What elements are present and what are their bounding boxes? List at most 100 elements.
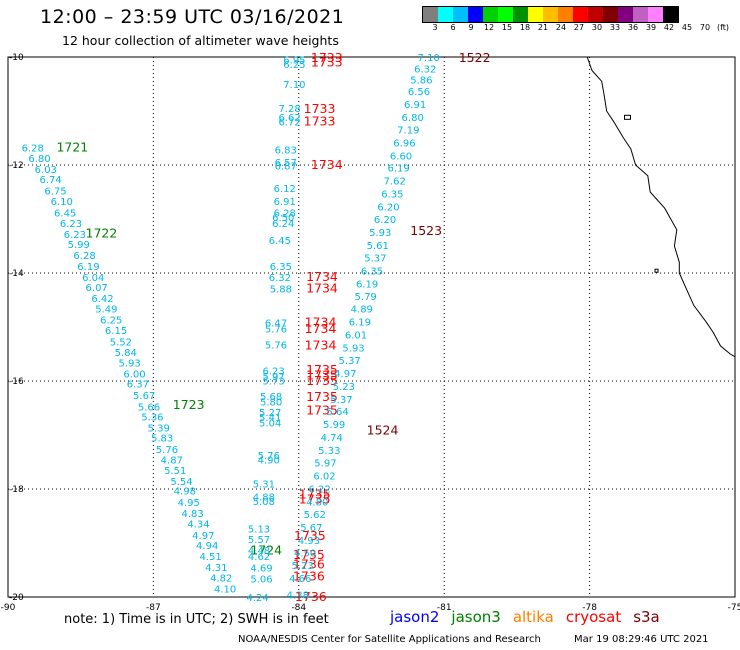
legend-label: (ft)	[716, 23, 730, 32]
pass-time-label: 1734	[311, 157, 343, 172]
wave-height-value: 7.28	[278, 104, 300, 115]
legend-label: 42	[663, 23, 675, 32]
wave-height-value: 6.25	[100, 315, 122, 326]
wave-height-value: 6.28	[22, 144, 44, 155]
wave-height-value: 5.36	[141, 413, 163, 424]
wave-height-value: 5.37	[339, 356, 361, 367]
legend-swatch	[603, 7, 618, 22]
wave-height-value: 5.51	[164, 466, 186, 477]
wave-height-value: 6.80	[28, 154, 50, 165]
wave-height-value: 6.91	[404, 100, 426, 111]
legend-label: 18	[519, 23, 531, 32]
color-scale-legend	[422, 6, 679, 23]
legend-label: 33	[609, 23, 621, 32]
pass-time-label: 1734	[305, 321, 337, 336]
pass-time-label: 1735	[299, 486, 331, 501]
wave-height-value: 5.86	[410, 76, 432, 87]
pass-time-label: 1733	[304, 114, 336, 129]
coastline	[586, 56, 736, 358]
wave-height-value: 5.68	[260, 392, 282, 403]
pass-time-label: 1733	[304, 101, 336, 116]
pass-time-label: 1734	[306, 281, 338, 296]
pass-time-label: 1735	[293, 547, 325, 562]
wave-height-value: 5.76	[258, 451, 280, 462]
wave-height-value: 6.91	[274, 197, 296, 208]
satellite-legend: jason2 jason3 altika cryosat s3a	[390, 608, 672, 626]
wave-height-value: 4.87	[161, 455, 183, 466]
y-tick-label: -20	[9, 593, 24, 603]
legend-swatch	[453, 7, 468, 22]
legend-swatch	[648, 7, 663, 22]
pass-time-label: 1735	[299, 492, 331, 507]
wave-height-value: 6.23	[60, 219, 82, 230]
legend-swatch	[483, 7, 498, 22]
pass-time-label: 1735	[306, 362, 338, 377]
wave-height-value: 6.07	[86, 283, 108, 294]
wave-height-value: 5.49	[95, 305, 117, 316]
pass-time-label: 1734	[305, 337, 337, 352]
wave-height-value: 6.28	[274, 209, 296, 220]
wave-height-value: 6.95	[283, 56, 305, 67]
pass-time-label: 1722	[86, 226, 118, 241]
wave-height-value: 6.22	[308, 484, 330, 495]
wave-height-value: 5.88	[270, 285, 292, 296]
wave-height-value: 4.48	[248, 546, 270, 557]
satellite-legend-cryosat: cryosat	[565, 608, 622, 626]
wave-height-value: 6.32	[269, 273, 291, 284]
wave-height-value: 5.76	[265, 325, 287, 336]
legend-label: 3	[432, 23, 438, 32]
legend-swatch	[663, 7, 678, 22]
legend-swatch	[633, 7, 648, 22]
color-scale-labels: 3 6 9 12 15 18 21 24 27 30 33 36 39 42 45 70 (ft)	[422, 23, 732, 35]
pass-time-label: 1522	[459, 50, 491, 65]
wave-height-value: 6.80	[402, 113, 424, 124]
wave-height-value: 5.73	[262, 376, 284, 387]
wave-height-value: 6.10	[51, 197, 73, 208]
pass-time-label: 1736	[293, 557, 325, 572]
wave-height-value: 6.32	[414, 64, 436, 75]
wave-height-value: 6.12	[274, 184, 296, 195]
wave-height-value: 5.93	[119, 359, 141, 370]
wave-height-value: 5.67	[133, 391, 155, 402]
island	[623, 114, 631, 120]
wave-height-value: 5.67	[300, 523, 322, 534]
timestamp-text: Mar 19 08:29:46 UTC 2021	[574, 634, 709, 645]
wave-height-value: 4.90	[258, 455, 280, 466]
wave-height-value: 4.93	[298, 536, 320, 547]
wave-height-value: 4.34	[187, 520, 209, 531]
wave-height-value: 6.04	[82, 273, 104, 284]
wave-height-value: 6.19	[349, 318, 371, 329]
wave-height-value: 4.80	[306, 497, 328, 508]
pass-time-label: 1523	[410, 223, 442, 238]
satellite-legend-s3a: s3a	[633, 608, 660, 626]
wave-height-value: 4.69	[250, 563, 272, 574]
legend-swatch	[423, 7, 438, 22]
wave-height-value: 5.61	[367, 241, 389, 252]
legend-label: 70	[699, 23, 711, 32]
wave-height-value: 5.52	[110, 338, 132, 349]
wave-height-value: 4.98	[174, 487, 196, 498]
legend-label: 21	[537, 23, 549, 32]
legend-swatch	[438, 7, 453, 22]
legend-swatch	[528, 7, 543, 22]
pass-time-label: 1735	[306, 368, 338, 383]
pass-time-label: 1733	[311, 50, 343, 65]
wave-height-value: 4.10	[214, 584, 236, 595]
x-tick-label: -84	[291, 603, 306, 613]
wave-height-value: 5.66	[138, 402, 160, 413]
y-tick-label: -10	[9, 53, 24, 63]
wave-height-value: 6.01	[345, 331, 367, 342]
satellite-legend-jason2: jason2	[390, 608, 440, 626]
wave-height-value: 6.35	[361, 266, 383, 277]
wave-height-value: 5.79	[355, 292, 377, 303]
legend-swatch	[498, 7, 513, 22]
wave-height-value: 5.37	[330, 395, 352, 406]
legend-label: 39	[645, 23, 657, 32]
wave-height-value: 6.23	[262, 367, 284, 378]
wave-height-value: 5.83	[151, 434, 173, 445]
wave-height-value: 6.87	[275, 162, 297, 173]
wave-height-value: 6.37	[127, 380, 149, 391]
satellite-legend-altika: altika	[512, 608, 554, 626]
wave-height-value: 5.84	[115, 348, 137, 359]
